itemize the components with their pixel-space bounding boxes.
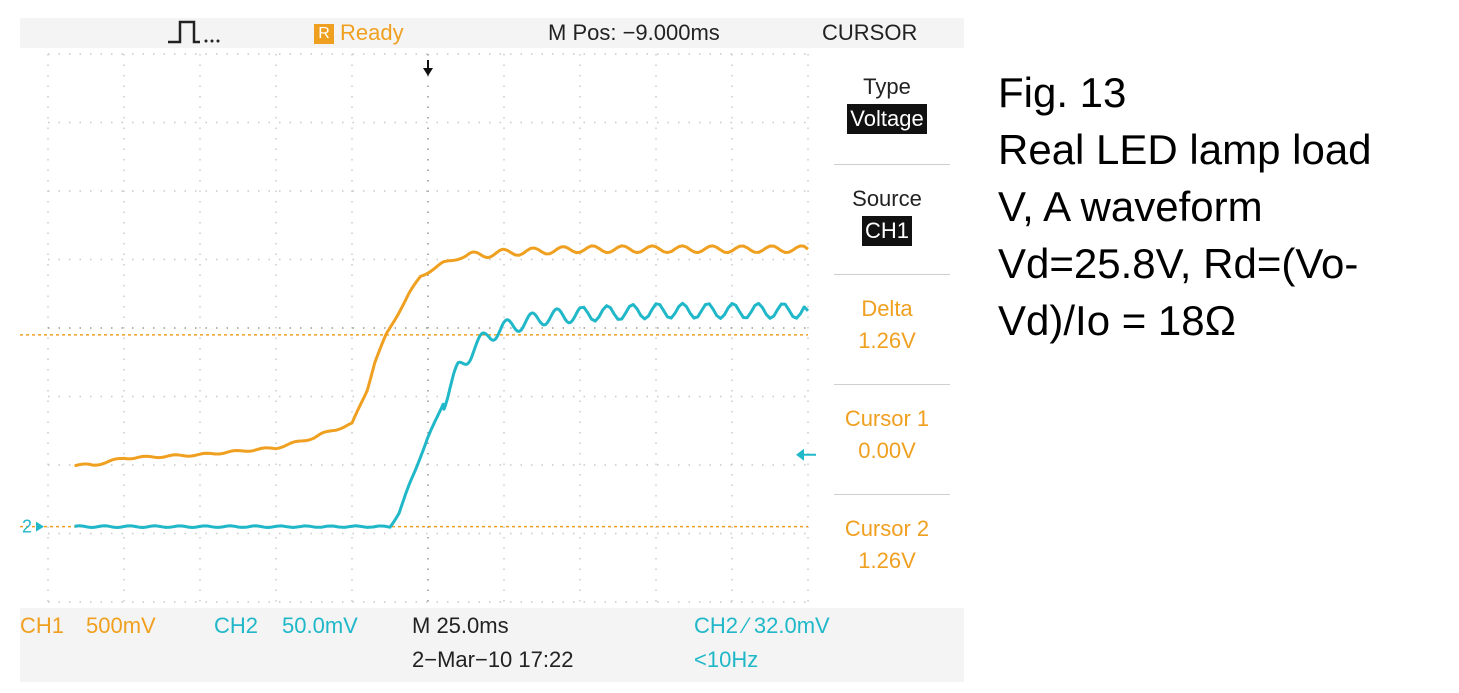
menu-cursor2-value: 1.26V (858, 548, 916, 573)
readout-bar: CH1 500mV CH2 50.0mV M 25.0ms CH2 ⁄ 32.0… (20, 608, 964, 682)
pulse-trigger-icon (166, 18, 226, 52)
menu-title: CURSOR (822, 20, 918, 45)
acquisition-status: R Ready (314, 20, 404, 46)
menu-delta-label: Delta (861, 296, 913, 321)
ch2-ground-arrow-icon (36, 521, 44, 532)
trigger-level-arrow-icon (796, 448, 816, 461)
caption-line-5: Vd)/Io = 18Ω (998, 297, 1237, 344)
caption-line-2: Real LED lamp load (998, 126, 1372, 173)
trace-ch1 (74, 244, 809, 468)
ch1-label: CH1 (20, 613, 65, 638)
oscilloscope-screen: R Ready M Pos: −9.000ms CURSOR 2 Type Vol… (20, 18, 964, 682)
caption-line-3: V, A waveform (998, 183, 1263, 230)
menu-cursor2-label[interactable]: Cursor 2 (844, 516, 930, 541)
trigger-readout: CH2 ⁄ 32.0mV (694, 613, 830, 638)
menu-source-button[interactable]: CH1 (810, 216, 964, 246)
caption-line-4: Vd=25.8V, Rd=(Vo- (998, 240, 1359, 287)
ch2-scale: 50.0mV (282, 613, 358, 638)
ch2-ground-marker: 2 (22, 517, 32, 537)
trace-ch2 (74, 301, 810, 529)
menu-source-label: Source (852, 186, 922, 211)
acquisition-status-text: Ready (340, 20, 404, 45)
caption-line-1: Fig. 13 (998, 69, 1127, 116)
date-time: 2−Mar−10 17:22 (412, 647, 574, 672)
ch2-label: CH2 (214, 613, 259, 638)
menu-source-value: CH1 (861, 216, 912, 246)
menu-type-value: Voltage (847, 104, 927, 134)
menu-type-label: Type (863, 74, 911, 99)
menu-type-button[interactable]: Voltage (810, 104, 964, 134)
acquisition-badge: R (314, 24, 334, 44)
menu-divider (834, 164, 950, 165)
menu-divider (834, 274, 950, 275)
ch1-scale: 500mV (86, 613, 156, 638)
trigger-position-arrow-icon (423, 60, 433, 76)
waveform-graticule: 2 (20, 53, 816, 603)
menu-cursor1-label[interactable]: Cursor 1 (844, 406, 930, 431)
menu-cursor1-value: 0.00V (858, 438, 916, 463)
menu-divider (834, 384, 950, 385)
figure-caption: Fig. 13 Real LED lamp load V, A waveform… (998, 64, 1372, 349)
trigger-frequency: <10Hz (694, 647, 759, 672)
status-bar: R Ready M Pos: −9.000ms CURSOR (20, 18, 964, 48)
menu-divider (834, 494, 950, 495)
timebase-readout: M 25.0ms (412, 613, 509, 638)
menu-delta-value: 1.26V (858, 328, 916, 353)
horizontal-position-readout: M Pos: −9.000ms (548, 20, 720, 45)
